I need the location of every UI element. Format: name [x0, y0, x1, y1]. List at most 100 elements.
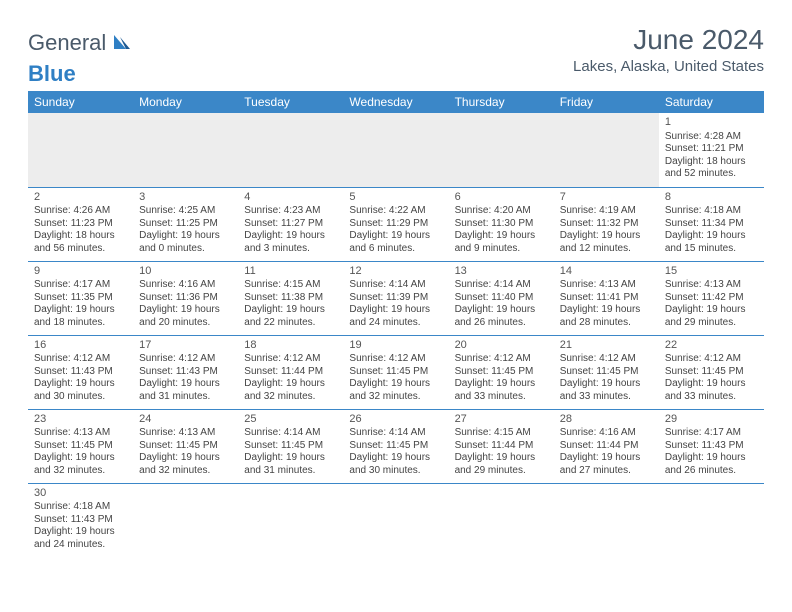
sunrise-line: Sunrise: 4:23 AM	[244, 205, 337, 218]
calendar-cell: 4Sunrise: 4:23 AMSunset: 11:27 PMDayligh…	[238, 187, 343, 261]
daylight-line: Daylight: 19 hours and 31 minutes.	[139, 378, 232, 403]
day-number: 29	[665, 413, 758, 427]
day-number: 13	[455, 265, 548, 279]
weekday-header: Thursday	[449, 91, 554, 113]
calendar-cell: 1Sunrise: 4:28 AMSunset: 11:21 PMDayligh…	[659, 113, 764, 187]
sunrise-line: Sunrise: 4:16 AM	[560, 427, 653, 440]
sunrise-line: Sunrise: 4:15 AM	[244, 279, 337, 292]
day-number: 12	[349, 265, 442, 279]
sunset-line: Sunset: 11:35 PM	[34, 292, 127, 305]
calendar-row: 30Sunrise: 4:18 AMSunset: 11:43 PMDaylig…	[28, 483, 764, 557]
sunset-line: Sunset: 11:23 PM	[34, 218, 127, 231]
daylight-line: Daylight: 19 hours and 26 minutes.	[665, 452, 758, 477]
day-number: 19	[349, 339, 442, 353]
weekday-header: Wednesday	[343, 91, 448, 113]
sunrise-line: Sunrise: 4:13 AM	[665, 279, 758, 292]
daylight-line: Daylight: 19 hours and 29 minutes.	[665, 304, 758, 329]
sunrise-line: Sunrise: 4:14 AM	[244, 427, 337, 440]
daylight-line: Daylight: 19 hours and 0 minutes.	[139, 230, 232, 255]
calendar-cell: 20Sunrise: 4:12 AMSunset: 11:45 PMDaylig…	[449, 335, 554, 409]
weekday-header: Friday	[554, 91, 659, 113]
sunset-line: Sunset: 11:44 PM	[244, 366, 337, 379]
calendar-cell: 25Sunrise: 4:14 AMSunset: 11:45 PMDaylig…	[238, 409, 343, 483]
logo: General	[28, 24, 134, 56]
sunset-line: Sunset: 11:44 PM	[455, 440, 548, 453]
calendar-cell: 16Sunrise: 4:12 AMSunset: 11:43 PMDaylig…	[28, 335, 133, 409]
sunrise-line: Sunrise: 4:12 AM	[34, 353, 127, 366]
sunset-line: Sunset: 11:45 PM	[349, 366, 442, 379]
calendar-cell: 27Sunrise: 4:15 AMSunset: 11:44 PMDaylig…	[449, 409, 554, 483]
daylight-line: Daylight: 19 hours and 29 minutes.	[455, 452, 548, 477]
sunrise-line: Sunrise: 4:28 AM	[665, 131, 758, 144]
calendar-cell: 6Sunrise: 4:20 AMSunset: 11:30 PMDayligh…	[449, 187, 554, 261]
day-number: 6	[455, 191, 548, 205]
day-number: 18	[244, 339, 337, 353]
weekday-header: Tuesday	[238, 91, 343, 113]
sunset-line: Sunset: 11:39 PM	[349, 292, 442, 305]
calendar-cell: 5Sunrise: 4:22 AMSunset: 11:29 PMDayligh…	[343, 187, 448, 261]
calendar-cell: 2Sunrise: 4:26 AMSunset: 11:23 PMDayligh…	[28, 187, 133, 261]
sunrise-line: Sunrise: 4:13 AM	[34, 427, 127, 440]
day-number: 5	[349, 191, 442, 205]
day-number: 24	[139, 413, 232, 427]
calendar-cell: 30Sunrise: 4:18 AMSunset: 11:43 PMDaylig…	[28, 483, 133, 557]
sunrise-line: Sunrise: 4:25 AM	[139, 205, 232, 218]
calendar-cell: 7Sunrise: 4:19 AMSunset: 11:32 PMDayligh…	[554, 187, 659, 261]
daylight-line: Daylight: 19 hours and 6 minutes.	[349, 230, 442, 255]
calendar-row: 16Sunrise: 4:12 AMSunset: 11:43 PMDaylig…	[28, 335, 764, 409]
day-number: 10	[139, 265, 232, 279]
calendar-cell	[238, 483, 343, 557]
sunset-line: Sunset: 11:42 PM	[665, 292, 758, 305]
sunrise-line: Sunrise: 4:12 AM	[560, 353, 653, 366]
sunset-line: Sunset: 11:34 PM	[665, 218, 758, 231]
daylight-line: Daylight: 19 hours and 31 minutes.	[244, 452, 337, 477]
calendar-cell: 13Sunrise: 4:14 AMSunset: 11:40 PMDaylig…	[449, 261, 554, 335]
day-number: 7	[560, 191, 653, 205]
day-number: 4	[244, 191, 337, 205]
daylight-line: Daylight: 19 hours and 30 minutes.	[349, 452, 442, 477]
day-number: 2	[34, 191, 127, 205]
calendar-cell: 8Sunrise: 4:18 AMSunset: 11:34 PMDayligh…	[659, 187, 764, 261]
sunrise-line: Sunrise: 4:12 AM	[665, 353, 758, 366]
calendar-cell: 29Sunrise: 4:17 AMSunset: 11:43 PMDaylig…	[659, 409, 764, 483]
sunrise-line: Sunrise: 4:15 AM	[455, 427, 548, 440]
sunrise-line: Sunrise: 4:12 AM	[244, 353, 337, 366]
sunset-line: Sunset: 11:45 PM	[139, 440, 232, 453]
calendar-cell	[449, 113, 554, 187]
day-number: 16	[34, 339, 127, 353]
day-number: 8	[665, 191, 758, 205]
day-number: 27	[455, 413, 548, 427]
calendar-cell	[449, 483, 554, 557]
daylight-line: Daylight: 19 hours and 32 minutes.	[244, 378, 337, 403]
calendar-cell: 17Sunrise: 4:12 AMSunset: 11:43 PMDaylig…	[133, 335, 238, 409]
daylight-line: Daylight: 19 hours and 32 minutes.	[349, 378, 442, 403]
calendar-cell	[343, 113, 448, 187]
sunset-line: Sunset: 11:36 PM	[139, 292, 232, 305]
sunrise-line: Sunrise: 4:17 AM	[665, 427, 758, 440]
daylight-line: Daylight: 19 hours and 12 minutes.	[560, 230, 653, 255]
sunrise-line: Sunrise: 4:14 AM	[455, 279, 548, 292]
page-title: June 2024	[573, 24, 764, 56]
sunset-line: Sunset: 11:41 PM	[560, 292, 653, 305]
sunset-line: Sunset: 11:45 PM	[244, 440, 337, 453]
calendar-cell	[238, 113, 343, 187]
sunrise-line: Sunrise: 4:14 AM	[349, 427, 442, 440]
day-number: 3	[139, 191, 232, 205]
calendar-cell: 28Sunrise: 4:16 AMSunset: 11:44 PMDaylig…	[554, 409, 659, 483]
sunrise-line: Sunrise: 4:19 AM	[560, 205, 653, 218]
sunset-line: Sunset: 11:43 PM	[665, 440, 758, 453]
daylight-line: Daylight: 18 hours and 52 minutes.	[665, 156, 758, 181]
sunrise-line: Sunrise: 4:12 AM	[139, 353, 232, 366]
sunset-line: Sunset: 11:32 PM	[560, 218, 653, 231]
sunrise-line: Sunrise: 4:12 AM	[349, 353, 442, 366]
daylight-line: Daylight: 19 hours and 24 minutes.	[349, 304, 442, 329]
daylight-line: Daylight: 18 hours and 56 minutes.	[34, 230, 127, 255]
daylight-line: Daylight: 19 hours and 22 minutes.	[244, 304, 337, 329]
logo-blue: Blue	[28, 61, 764, 87]
calendar-cell: 9Sunrise: 4:17 AMSunset: 11:35 PMDayligh…	[28, 261, 133, 335]
daylight-line: Daylight: 19 hours and 9 minutes.	[455, 230, 548, 255]
daylight-line: Daylight: 19 hours and 33 minutes.	[455, 378, 548, 403]
day-number: 20	[455, 339, 548, 353]
daylight-line: Daylight: 19 hours and 18 minutes.	[34, 304, 127, 329]
calendar-cell: 24Sunrise: 4:13 AMSunset: 11:45 PMDaylig…	[133, 409, 238, 483]
